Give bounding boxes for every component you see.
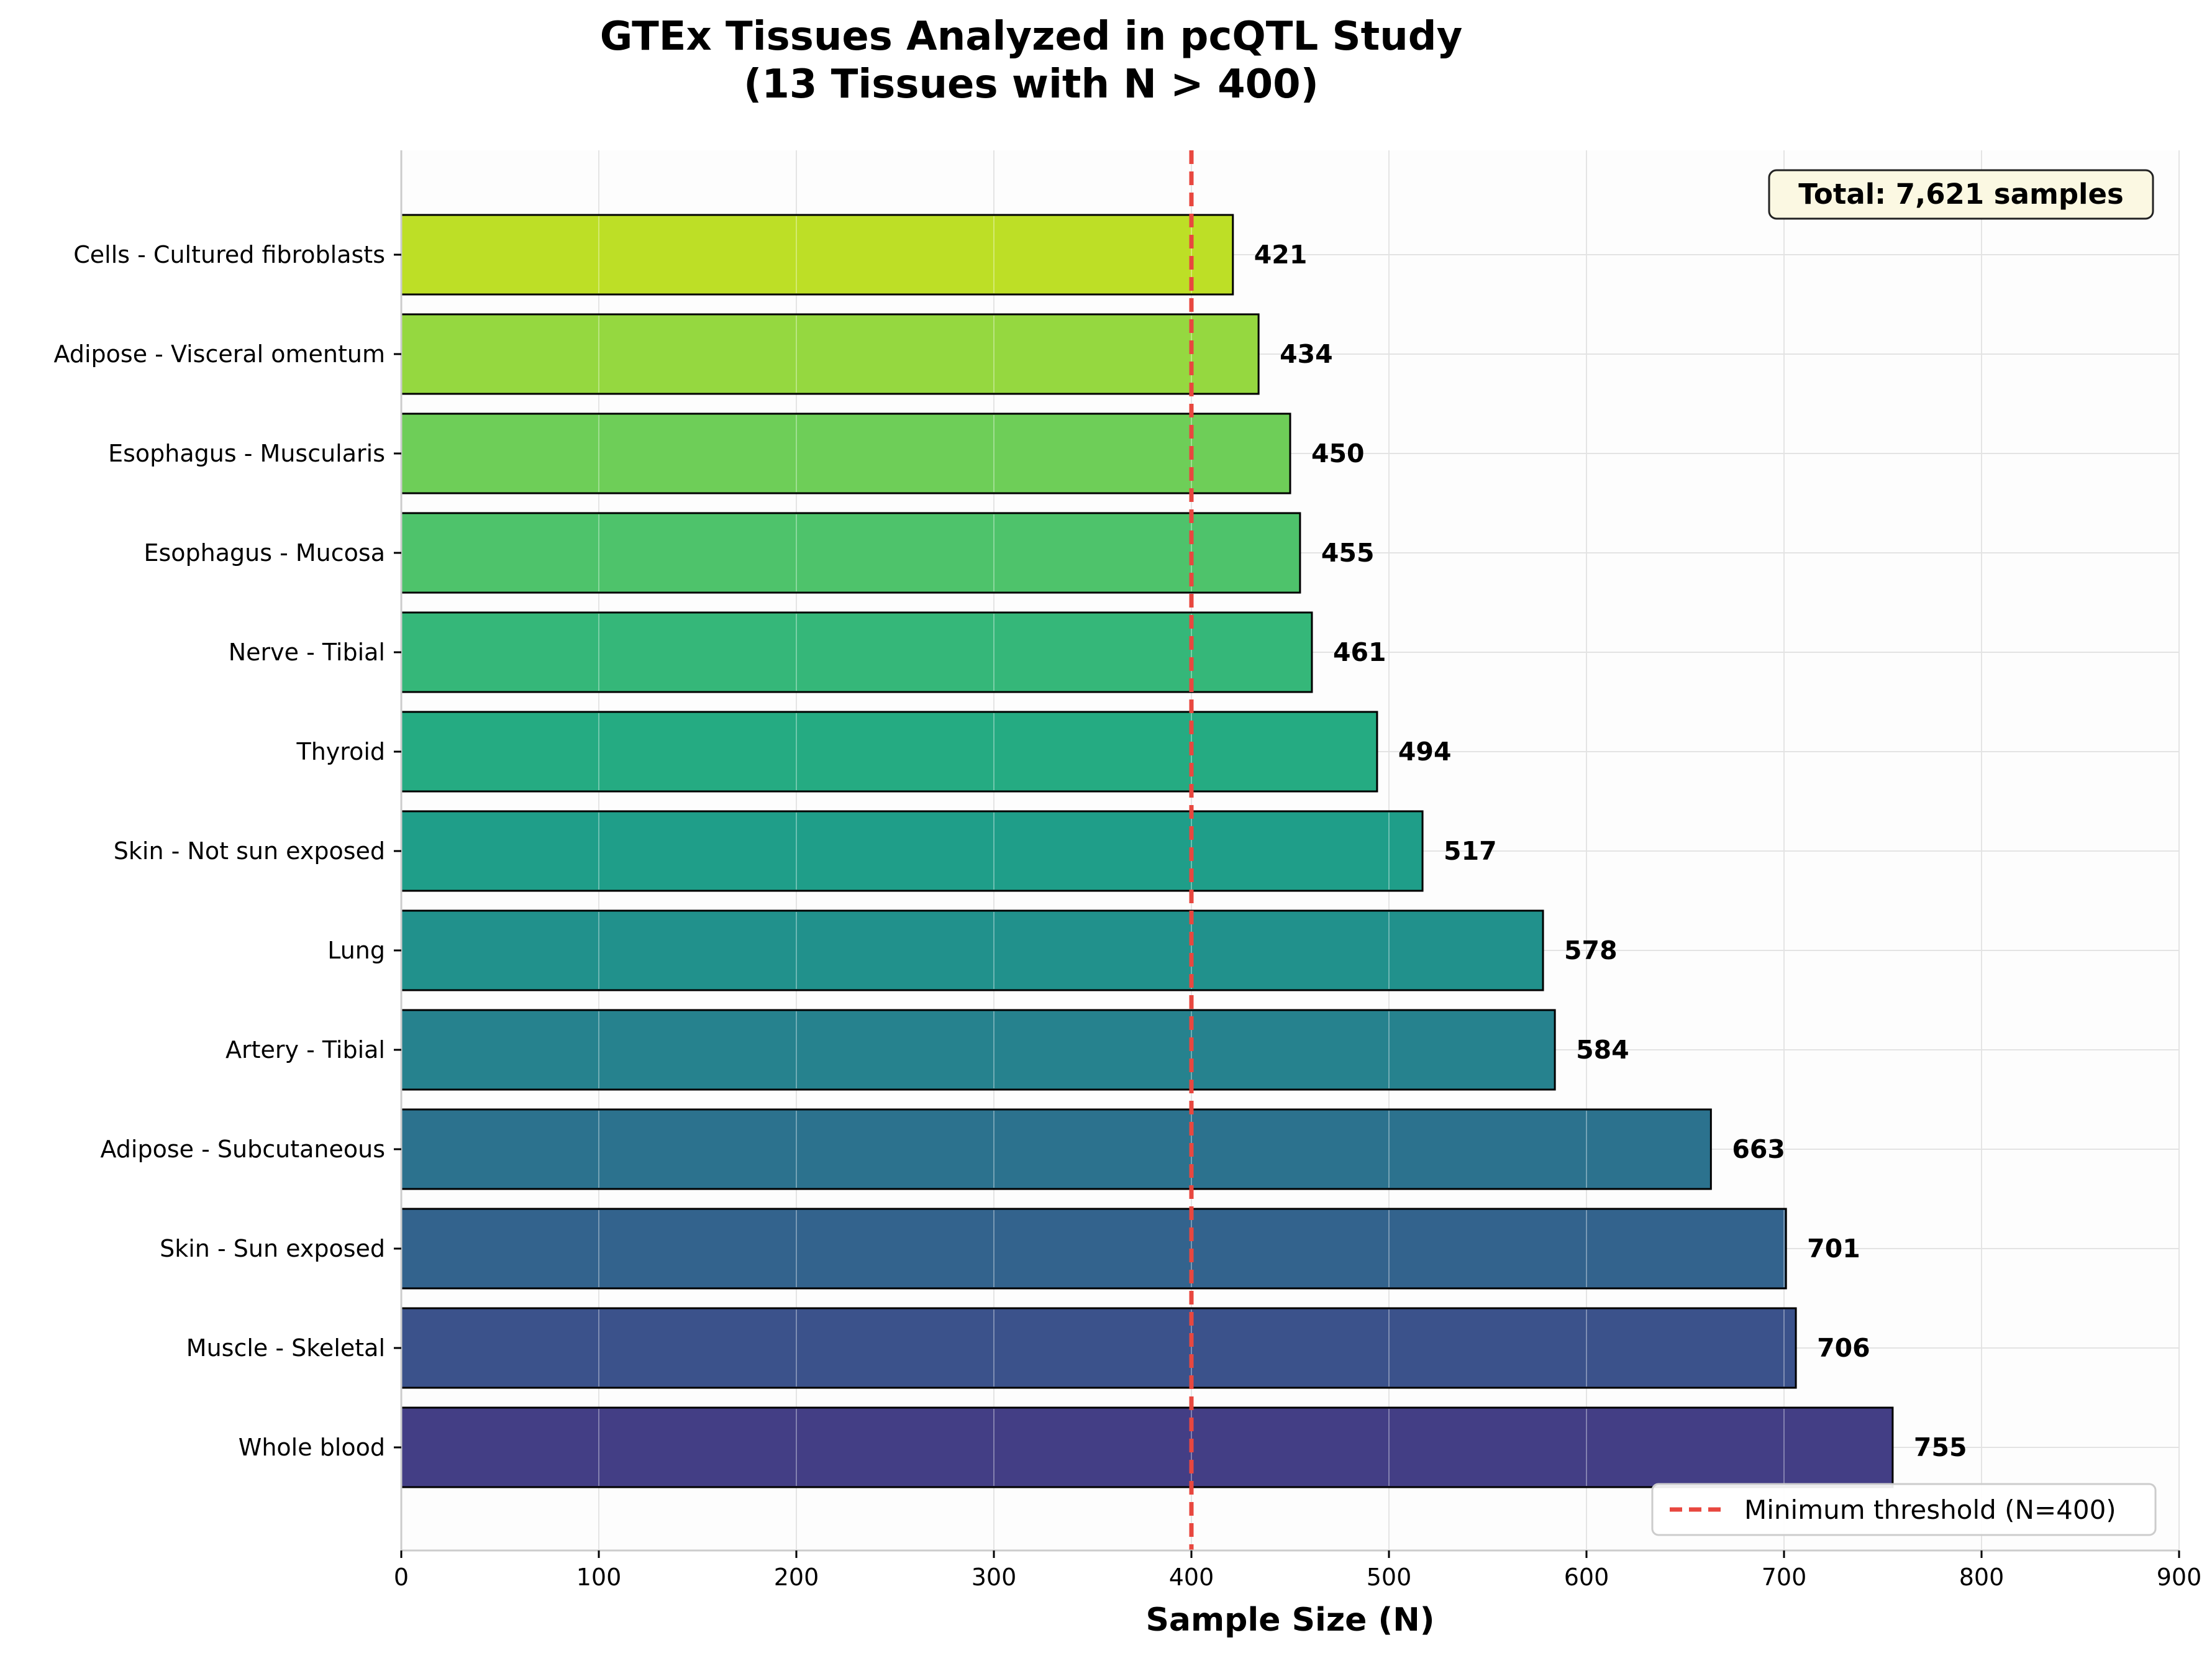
data-label: 517 <box>1444 836 1497 866</box>
x-tick-label: 200 <box>774 1564 819 1591</box>
data-label: 578 <box>1564 936 1618 965</box>
data-label: 706 <box>1817 1333 1870 1363</box>
data-label: 701 <box>1807 1234 1860 1264</box>
bar <box>400 214 1234 296</box>
bar <box>400 1307 1797 1389</box>
legend-box <box>1651 1483 2157 1536</box>
bar <box>400 512 1301 594</box>
y-tick-label: Muscle - Skeletal <box>186 1334 385 1362</box>
data-label: 663 <box>1732 1134 1785 1164</box>
x-ticks: 0 100 200 300 400 500 600 700 800 900 <box>394 1551 2201 1591</box>
total-annotation-box <box>1768 169 2154 220</box>
y-tick-label: Adipose - Subcutaneous <box>100 1136 385 1163</box>
bar <box>400 1009 1556 1091</box>
x-tick-label: 400 <box>1169 1564 1214 1591</box>
data-label: 755 <box>1914 1432 1967 1462</box>
bar <box>400 313 1260 395</box>
y-tick-label: Cells - Cultured fibroblasts <box>73 241 385 268</box>
data-label: 421 <box>1254 240 1308 270</box>
bar <box>400 909 1544 991</box>
bar <box>400 810 1424 892</box>
x-tick-label: 600 <box>1564 1564 1609 1591</box>
x-tick-label: 0 <box>394 1564 409 1591</box>
bars <box>400 214 1894 1488</box>
x-tick-label: 800 <box>1959 1564 2005 1591</box>
y-tick-label: Skin - Not sun exposed <box>114 837 385 865</box>
total-annotation-text: Total: 7,621 samples <box>1798 178 2124 211</box>
y-tick-label: Adipose - Visceral omentum <box>54 340 385 368</box>
data-label: 584 <box>1576 1035 1629 1065</box>
chart-title-line-1: GTEx Tissues Analyzed in pcQTL Study <box>600 14 1463 60</box>
data-label: 450 <box>1311 439 1365 468</box>
y-ticks: Whole blood Muscle - Skeletal Skin - Sun e… <box>54 241 401 1461</box>
bar <box>400 611 1313 693</box>
y-tick-label: Artery - Tibial <box>225 1036 385 1063</box>
x-tick-label: 700 <box>1762 1564 1807 1591</box>
legend: Minimum threshold (N=400) <box>1651 1483 2157 1536</box>
y-tick-label: Esophagus - Mucosa <box>143 539 385 567</box>
total-annotation: Total: 7,621 samples <box>1768 169 2154 220</box>
y-tick-label: Lung <box>327 937 385 964</box>
bar <box>400 412 1291 494</box>
y-tick-label: Nerve - Tibial <box>229 639 385 666</box>
bar <box>400 1406 1894 1488</box>
x-tick-label: 900 <box>2157 1564 2202 1591</box>
bar <box>400 1108 1712 1190</box>
x-tick-label: 300 <box>972 1564 1017 1591</box>
x-tick-label: 100 <box>576 1564 622 1591</box>
data-label: 434 <box>1280 339 1333 369</box>
data-label: 461 <box>1333 637 1386 667</box>
chart-title-line-2: (13 Tissues with N > 400) <box>744 61 1319 107</box>
y-tick-label: Thyroid <box>296 738 386 765</box>
y-tick-label: Esophagus - Muscularis <box>108 440 385 467</box>
legend-threshold-label: Minimum threshold (N=400) <box>1744 1495 2116 1525</box>
y-tick-label: Skin - Sun exposed <box>160 1235 385 1262</box>
data-label: 494 <box>1398 737 1452 767</box>
x-axis-label: Sample Size (N) <box>1145 1601 1434 1639</box>
data-labels: 755 706 701 663 584 578 517 494 461 455 450 434 421 <box>1254 240 1967 1462</box>
bar <box>400 1208 1787 1290</box>
data-label: 455 <box>1321 538 1375 568</box>
bar <box>400 711 1378 793</box>
y-tick-label: Whole blood <box>239 1434 385 1461</box>
x-tick-label: 500 <box>1367 1564 1412 1591</box>
